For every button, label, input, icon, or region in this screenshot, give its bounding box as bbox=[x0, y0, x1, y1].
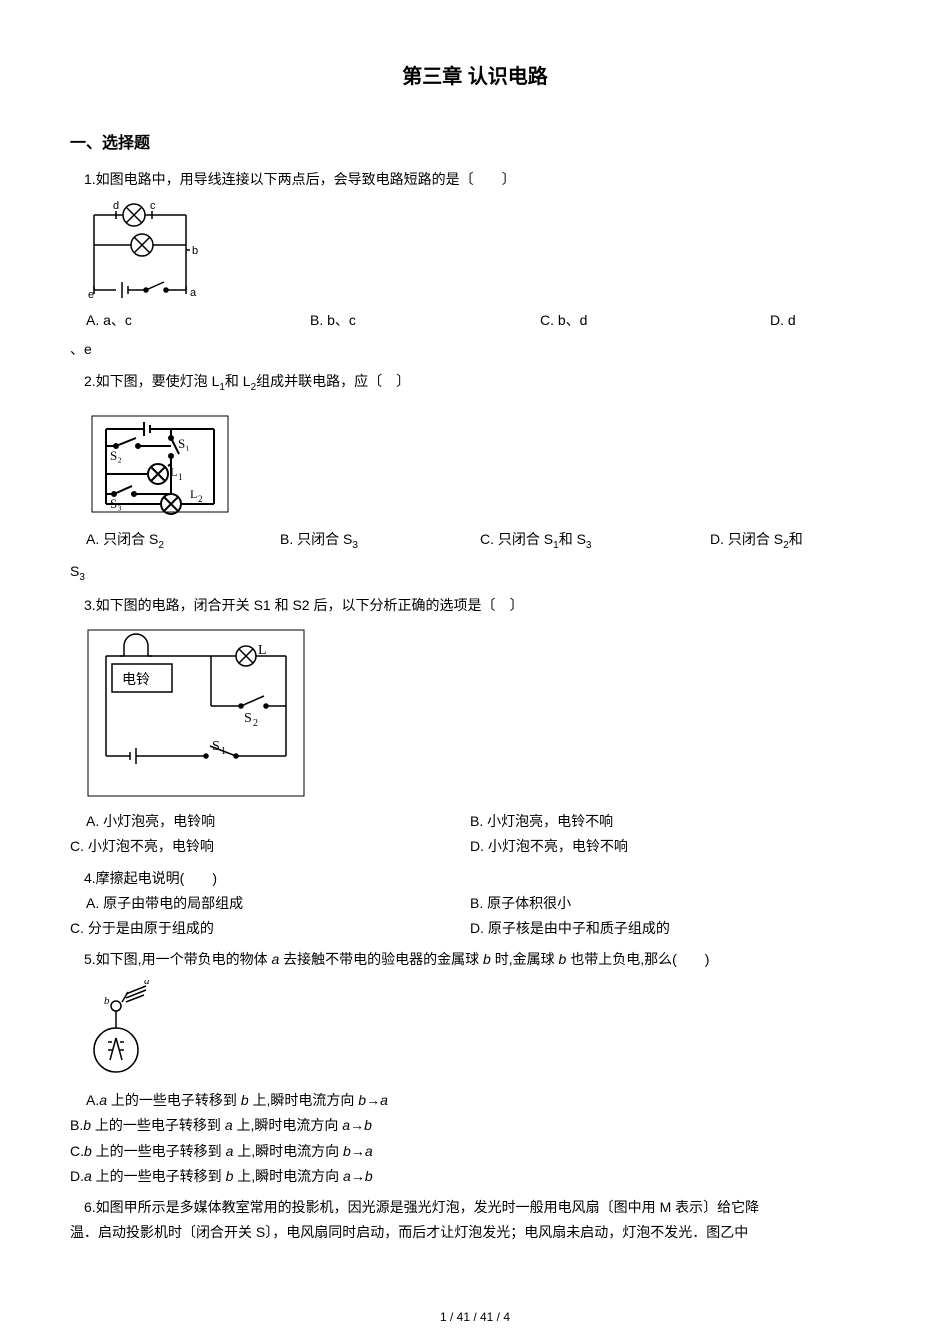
q6-text-line1: 6.如图甲所示是多媒体教室常用的投影机，因光源是强光灯泡，发光时一般用电风扇〔图… bbox=[70, 1195, 880, 1220]
q4-text: 4.摩擦起电说明( ) bbox=[70, 866, 880, 891]
q1-optD-wrap: 、e bbox=[70, 337, 880, 362]
q4-options-row1: A. 原子由带电的局部组成 B. 原子体积很小 bbox=[70, 891, 880, 916]
q5-optA: A.a 上的一些电子转移到 b 上,瞬时电流方向 b→a bbox=[70, 1088, 880, 1113]
q4-options-row2: C. 分于是由原于组成的 D. 原子核是由中子和质子组成的 bbox=[70, 916, 880, 941]
chapter-title: 第三章 认识电路 bbox=[70, 60, 880, 89]
q5-text: 5.如下图,用一个带负电的物体 a 去接触不带电的验电器的金属球 b 时,金属球… bbox=[70, 947, 880, 972]
svg-text:1: 1 bbox=[221, 746, 226, 757]
q2-text: 2.如下图，要使灯泡 L1和 L2组成并联电路，应〔 〕 bbox=[70, 369, 880, 397]
q3-options-row2: C. 小灯泡不亮，电铃响 D. 小灯泡不亮，电铃不响 bbox=[70, 834, 880, 859]
svg-text:S: S bbox=[212, 739, 220, 754]
svg-text:2: 2 bbox=[198, 494, 203, 504]
svg-text:2: 2 bbox=[253, 718, 258, 729]
svg-text:S₂: S₂ bbox=[110, 448, 122, 463]
q3-optC: C. 小灯泡不亮，电铃响 bbox=[70, 834, 470, 859]
q5-optD: D.a 上的一些电子转移到 b 上,瞬时电流方向 a→b bbox=[70, 1164, 880, 1189]
svg-text:b: b bbox=[104, 995, 110, 1007]
svg-text:S₁: S₁ bbox=[178, 436, 190, 451]
q1-optB: B. b、c bbox=[310, 308, 540, 333]
svg-text:e: e bbox=[88, 289, 94, 300]
q4-optA: A. 原子由带电的局部组成 bbox=[70, 891, 470, 916]
section-heading-1: 一、选择题 bbox=[70, 129, 880, 153]
svg-text:S: S bbox=[244, 711, 252, 726]
q4-optB: B. 原子体积很小 bbox=[470, 891, 880, 916]
svg-text:S₃: S₃ bbox=[110, 496, 122, 511]
q2-optA: A. 只闭合 S2 bbox=[70, 527, 280, 555]
svg-text:a: a bbox=[144, 980, 150, 987]
q6-text-line2: 温．启动投影机时〔闭合开关 S〕，电风扇同时启动，而后才让灯泡发光；电风扇未启动… bbox=[70, 1220, 880, 1245]
page-number: 1 / 41 / 41 / 4 bbox=[0, 1310, 950, 1324]
bell-label: 电铃 bbox=[122, 672, 150, 688]
svg-text:b: b bbox=[192, 245, 198, 257]
q1-text: 1.如图电路中，用导线连接以下两点后，会导致电路短路的是〔 〕 bbox=[70, 167, 880, 192]
q2-optC: C. 只闭合 S1和 S3 bbox=[480, 527, 710, 555]
q2-figure: S₂ S₁ S₃ L1 L2 bbox=[86, 404, 880, 519]
svg-text:L: L bbox=[258, 643, 267, 658]
q2-options: A. 只闭合 S2 B. 只闭合 S3 C. 只闭合 S1和 S3 D. 只闭合… bbox=[70, 527, 880, 555]
svg-text:1: 1 bbox=[178, 472, 183, 482]
svg-text:d: d bbox=[113, 200, 119, 212]
q3-optB: B. 小灯泡亮，电铃不响 bbox=[470, 809, 880, 834]
q1-figure: d c b a e bbox=[86, 200, 880, 300]
q3-options-row1: A. 小灯泡亮，电铃响 B. 小灯泡亮，电铃不响 bbox=[70, 809, 880, 834]
q3-figure: 电铃 L S2 S1 bbox=[86, 626, 880, 801]
q4-optD: D. 原子核是由中子和质子组成的 bbox=[470, 916, 880, 941]
q4-optC: C. 分于是由原于组成的 bbox=[70, 916, 470, 941]
q1-optA: A. a、c bbox=[70, 308, 310, 333]
q3-optD: D. 小灯泡不亮，电铃不响 bbox=[470, 834, 880, 859]
q3-optA: A. 小灯泡亮，电铃响 bbox=[70, 809, 470, 834]
q3-text: 3.如下图的电路，闭合开关 S1 和 S2 后，以下分析正确的选项是〔 〕 bbox=[70, 593, 880, 618]
q2-optD: D. 只闭合 S2和 bbox=[710, 527, 880, 555]
q1-options: A. a、c B. b、c C. b、d D. d bbox=[70, 308, 880, 333]
q2-optD-wrap: S3 bbox=[70, 559, 880, 587]
q1-optD: D. d bbox=[770, 308, 880, 333]
svg-text:L: L bbox=[170, 465, 177, 479]
svg-text:c: c bbox=[150, 200, 156, 212]
q5-optB: B.b 上的一些电子转移到 a 上,瞬时电流方向 a→b bbox=[70, 1113, 880, 1138]
q5-figure: b a bbox=[86, 980, 880, 1080]
svg-text:a: a bbox=[190, 287, 197, 299]
q1-optC: C. b、d bbox=[540, 308, 770, 333]
q2-optB: B. 只闭合 S3 bbox=[280, 527, 480, 555]
svg-text:L: L bbox=[190, 487, 197, 501]
q5-optC: C.b 上的一些电子转移到 a 上,瞬时电流方向 b→a bbox=[70, 1139, 880, 1164]
